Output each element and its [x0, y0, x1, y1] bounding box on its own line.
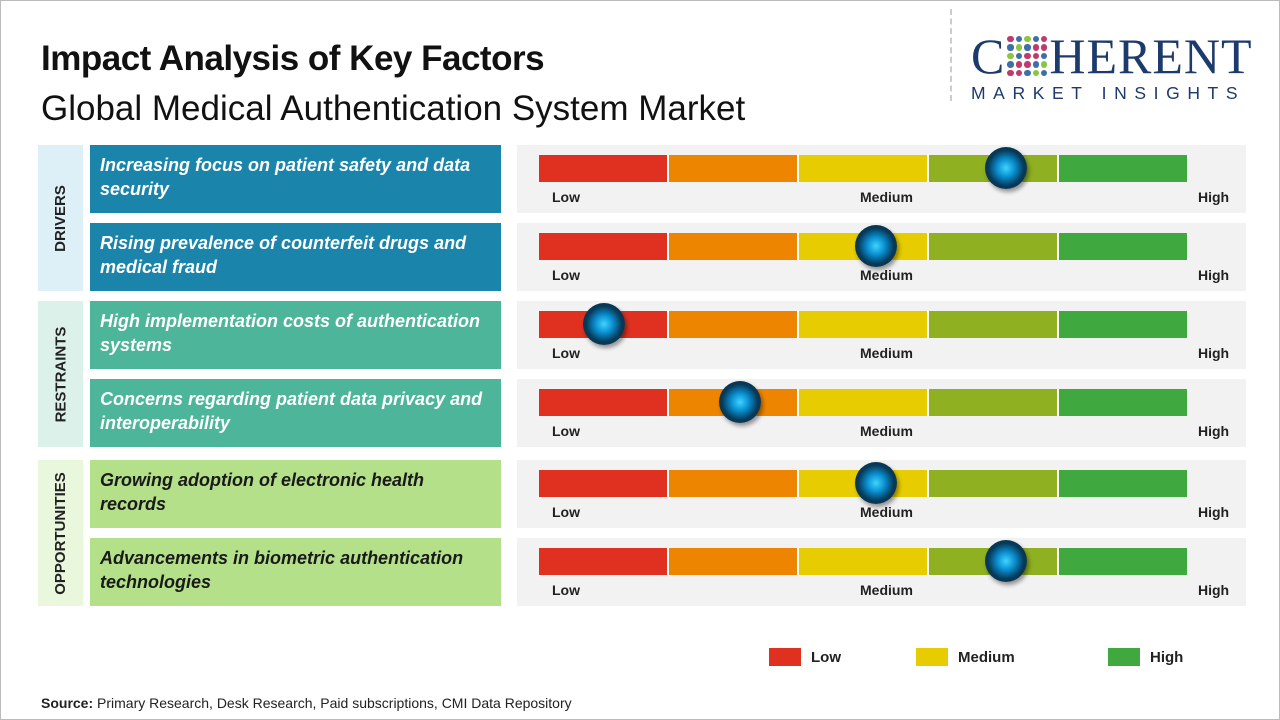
factor-restraints: High implementation costs of authenticat… — [90, 301, 501, 369]
legend-swatch-low — [769, 648, 801, 666]
impact-marker-icon — [854, 225, 897, 267]
logo-text: HERENT — [1049, 28, 1253, 84]
scale-segment — [669, 311, 799, 338]
scale-high-label: High — [1198, 189, 1230, 205]
divider — [950, 9, 952, 101]
page-subtitle: Global Medical Authentication System Mar… — [41, 89, 746, 128]
scale-segment — [929, 470, 1059, 497]
factor-opportunities: Advancements in biometric authentication… — [90, 538, 501, 606]
legend-medium: Medium — [916, 648, 1015, 666]
impact-marker-icon — [984, 540, 1027, 582]
impact-gauge: Low Medium High — [517, 145, 1246, 213]
impact-scale-bar — [539, 389, 1187, 416]
impact-scale-bar — [539, 548, 1187, 575]
impact-scale-bar — [539, 155, 1187, 182]
scale-medium-label: Medium — [860, 504, 913, 520]
scale-segment — [929, 389, 1059, 416]
impact-marker-icon — [854, 462, 897, 504]
scale-segment — [669, 548, 799, 575]
scale-low-label: Low — [552, 345, 580, 361]
impact-scale-bar — [539, 311, 1187, 338]
legend-high: High — [1108, 648, 1183, 666]
impact-marker-icon — [984, 147, 1027, 189]
scale-segment — [1059, 155, 1187, 182]
scale-segment — [669, 470, 799, 497]
scale-segment — [799, 389, 929, 416]
scale-low-label: Low — [552, 423, 580, 439]
factor-drivers: Increasing focus on patient safety and d… — [90, 145, 501, 213]
scale-segment — [799, 548, 929, 575]
source-note: Source: Primary Research, Desk Research,… — [41, 695, 572, 711]
scale-segment — [1059, 470, 1187, 497]
scale-segment — [539, 470, 669, 497]
scale-medium-label: Medium — [860, 582, 913, 598]
scale-medium-label: Medium — [860, 267, 913, 283]
scale-low-label: Low — [552, 504, 580, 520]
coherent-logo: C HERENT MARKET INSIGHTS — [971, 31, 1261, 104]
scale-segment — [669, 233, 799, 260]
scale-segment — [1059, 233, 1187, 260]
legend-swatch-medium — [916, 648, 948, 666]
impact-gauge: Low Medium High — [517, 460, 1246, 528]
scale-medium-label: Medium — [860, 423, 913, 439]
scale-segment — [539, 233, 669, 260]
impact-marker-icon — [718, 381, 761, 423]
scale-segment — [1059, 548, 1187, 575]
scale-segment — [669, 155, 799, 182]
scale-segment — [539, 155, 669, 182]
scale-segment — [539, 389, 669, 416]
factor-drivers: Rising prevalence of counterfeit drugs a… — [90, 223, 501, 291]
scale-medium-label: Medium — [860, 189, 913, 205]
category-label: DRIVERS — [52, 184, 69, 252]
scale-low-label: Low — [552, 582, 580, 598]
impact-gauge: Low Medium High — [517, 379, 1246, 447]
scale-segment — [799, 155, 929, 182]
scale-medium-label: Medium — [860, 345, 913, 361]
scale-low-label: Low — [552, 189, 580, 205]
scale-high-label: High — [1198, 267, 1230, 283]
scale-segment — [1059, 311, 1187, 338]
impact-gauge: Low Medium High — [517, 223, 1246, 291]
scale-high-label: High — [1198, 345, 1230, 361]
scale-segment — [799, 311, 929, 338]
scale-segment — [1059, 389, 1187, 416]
logo-subtext: MARKET INSIGHTS — [971, 83, 1246, 103]
factor-restraints: Concerns regarding patient data privacy … — [90, 379, 501, 447]
legend-low: Low — [769, 648, 841, 666]
page-title: Impact Analysis of Key Factors — [41, 39, 545, 78]
scale-high-label: High — [1198, 423, 1230, 439]
impact-gauge: Low Medium High — [517, 301, 1246, 369]
category-restraints: RESTRAINTS — [38, 301, 83, 447]
impact-scale-bar — [539, 470, 1187, 497]
category-label: RESTRAINTS — [52, 326, 69, 422]
globe-icon — [1007, 36, 1048, 76]
factor-opportunities: Growing adoption of electronic health re… — [90, 460, 501, 528]
category-drivers: DRIVERS — [38, 145, 83, 291]
scale-segment — [929, 311, 1059, 338]
logo-letter: C — [971, 28, 1006, 84]
scale-low-label: Low — [552, 267, 580, 283]
scale-segment — [539, 548, 669, 575]
category-label: OPPORTUNITIES — [52, 471, 70, 595]
legend-swatch-high — [1108, 648, 1140, 666]
scale-high-label: High — [1198, 504, 1230, 520]
impact-marker-icon — [582, 303, 625, 345]
scale-segment — [929, 233, 1059, 260]
category-opportunities: OPPORTUNITIES — [38, 460, 83, 606]
scale-high-label: High — [1198, 582, 1230, 598]
impact-gauge: Low Medium High — [517, 538, 1246, 606]
